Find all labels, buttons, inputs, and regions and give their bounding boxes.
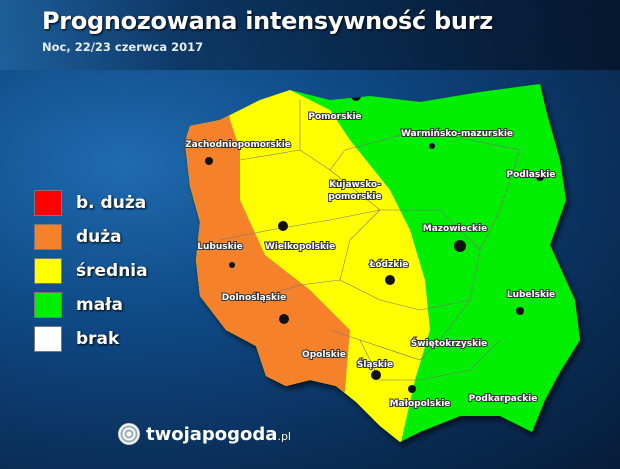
legend-item-mala: mała [34, 288, 148, 322]
zone-duza [185, 84, 350, 442]
logo-target-icon [118, 423, 140, 445]
region-label-zachodniopomorskie: Zachodniopomorskie [185, 140, 291, 150]
region-label-podlaskie: Podlaskie [507, 170, 556, 180]
region-label-kujawsko-pomorskie: Kujawsko- [329, 180, 381, 190]
region-borders [219, 100, 521, 381]
legend-label: b. duża [76, 193, 147, 213]
legend-item-brak: brak [34, 322, 148, 356]
legend-label: średnia [76, 261, 148, 281]
legend-label: brak [76, 329, 120, 349]
legend-swatch [34, 190, 62, 216]
region-label-warminsko-mazurskie: Warmińsko-mazurskie [401, 129, 513, 139]
logo: twojapogoda.pl [118, 423, 291, 445]
region-label-opolskie: Opolskie [302, 350, 346, 360]
page-title: Prognozowana intensywność burz [42, 7, 493, 35]
region-label-swietokrzyskie: Świętokrzyskie [411, 337, 488, 349]
logo-name: twojapogoda [146, 423, 278, 445]
header-band [0, 0, 620, 70]
legend-swatch [34, 224, 62, 250]
region-label-lubuskie: Lubuskie [197, 242, 243, 252]
region-label-lubelskie: Lubelskie [507, 290, 555, 300]
region-label-pomorskie: Pomorskie [308, 112, 361, 122]
region-label-mazowieckie: Mazowieckie [423, 224, 487, 234]
legend-label: duża [76, 227, 122, 247]
legend-label: mała [76, 295, 123, 315]
region-label-kujawsko-pomorskie-2: pomorskie [328, 192, 381, 202]
legend-item-srednia: średnia [34, 254, 148, 288]
page-subtitle: Noc, 22/23 czerwca 2017 [42, 40, 204, 54]
region-label-malopolskie: Małopolskie [390, 399, 451, 409]
region-label-dolnoslaskie: Dolnośląskie [222, 292, 286, 303]
legend-swatch [34, 292, 62, 318]
logo-tld: .pl [277, 429, 291, 443]
region-label-podkarpackie: Podkarpackie [469, 394, 538, 404]
region-label-slaskie: Śląskie [357, 358, 393, 370]
legend-item-b-duza: b. duża [34, 186, 148, 220]
legend-item-duza: duża [34, 220, 148, 254]
legend-swatch [34, 258, 62, 284]
region-label-wielkopolskie: Wielkopolskie [265, 242, 335, 252]
legend-swatch [34, 326, 62, 352]
region-label-lodzkie: Łódzkie [369, 259, 409, 270]
legend: b. duża duża średnia mała brak [34, 186, 148, 356]
